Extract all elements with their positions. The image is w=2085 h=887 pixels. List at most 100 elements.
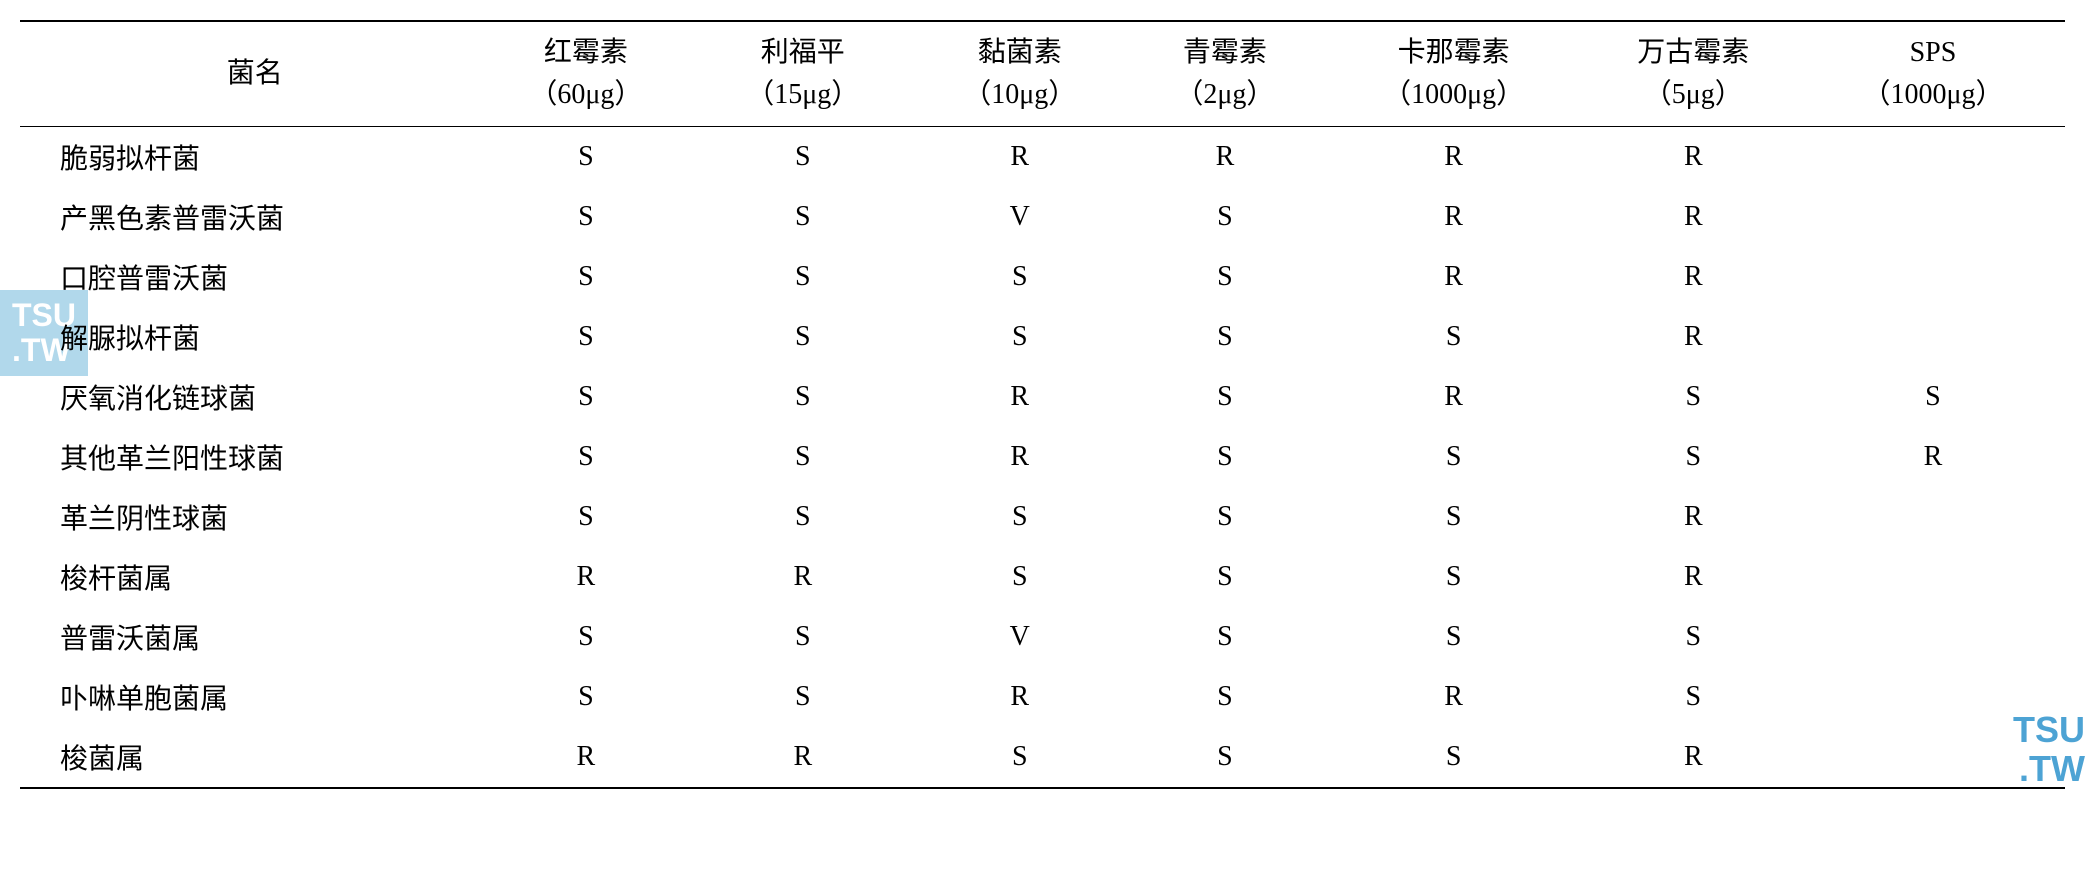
sensitivity-value-cell: S	[1128, 187, 1321, 247]
sensitivity-value-cell: R	[911, 127, 1128, 188]
sensitivity-value-cell: S	[1128, 367, 1321, 427]
sensitivity-value-cell: S	[1586, 667, 1801, 727]
sensitivity-value-cell: S	[1322, 427, 1586, 487]
table-row: 卟啉单胞菌属SSRSRS	[20, 667, 2065, 727]
sensitivity-value-cell: R	[477, 727, 694, 788]
bacteria-name-cell: 产黑色素普雷沃菌	[20, 187, 477, 247]
sensitivity-value-cell: S	[1128, 427, 1321, 487]
header-sub-6: （5μg）	[1594, 74, 1793, 116]
sensitivity-value-cell	[1801, 607, 2065, 667]
table-row: 梭菌属RRSSSR	[20, 727, 2065, 788]
column-header-colistin: 黏菌素 （10μg）	[911, 21, 1128, 127]
sensitivity-value-cell: R	[1586, 307, 1801, 367]
sensitivity-value-cell	[1801, 547, 2065, 607]
sensitivity-value-cell: R	[694, 727, 911, 788]
bacteria-name-cell: 口腔普雷沃菌	[20, 247, 477, 307]
bacteria-name-cell: 梭菌属	[20, 727, 477, 788]
sensitivity-value-cell: R	[1586, 487, 1801, 547]
bacteria-name-cell: 卟啉单胞菌属	[20, 667, 477, 727]
sensitivity-value-cell	[1801, 307, 2065, 367]
sensitivity-value-cell: S	[477, 367, 694, 427]
header-sub-2: （15μg）	[702, 74, 903, 116]
sensitivity-value-cell: S	[1322, 727, 1586, 788]
sensitivity-value-cell: S	[477, 247, 694, 307]
header-sub-1: （60μg）	[485, 74, 686, 116]
sensitivity-value-cell: S	[1322, 547, 1586, 607]
sensitivity-value-cell: R	[1322, 187, 1586, 247]
sensitivity-value-cell: R	[1322, 367, 1586, 427]
sensitivity-value-cell	[1801, 487, 2065, 547]
table-row: 口腔普雷沃菌SSSSRR	[20, 247, 2065, 307]
sensitivity-value-cell	[1801, 187, 2065, 247]
sensitivity-value-cell: V	[911, 187, 1128, 247]
column-header-rifampin: 利福平 （15μg）	[694, 21, 911, 127]
bacteria-name-cell: 梭杆菌属	[20, 547, 477, 607]
sensitivity-value-cell: R	[1801, 427, 2065, 487]
sensitivity-value-cell: S	[1128, 487, 1321, 547]
sensitivity-value-cell: S	[1586, 607, 1801, 667]
bacteria-name-cell: 其他革兰阳性球菌	[20, 427, 477, 487]
bacteria-name-cell: 解脲拟杆菌	[20, 307, 477, 367]
sensitivity-value-cell: S	[694, 367, 911, 427]
sensitivity-value-cell: S	[694, 607, 911, 667]
sensitivity-value-cell: R	[1586, 727, 1801, 788]
sensitivity-value-cell: R	[1322, 127, 1586, 188]
sensitivity-value-cell: S	[694, 427, 911, 487]
header-sub-4: （2μg）	[1136, 74, 1313, 116]
sensitivity-value-cell	[1801, 127, 2065, 188]
sensitivity-value-cell: S	[1128, 247, 1321, 307]
sensitivity-value-cell: S	[1128, 607, 1321, 667]
sensitivity-value-cell: S	[477, 487, 694, 547]
sensitivity-value-cell: R	[1322, 667, 1586, 727]
sensitivity-value-cell: S	[911, 727, 1128, 788]
column-header-penicillin: 青霉素 （2μg）	[1128, 21, 1321, 127]
table-row: 革兰阴性球菌SSSSSR	[20, 487, 2065, 547]
sensitivity-value-cell: R	[694, 547, 911, 607]
sensitivity-value-cell: S	[694, 667, 911, 727]
antibiotic-sensitivity-table: 菌名 红霉素 （60μg） 利福平 （15μg） 黏菌素 （10μg） 青霉素 …	[20, 20, 2065, 789]
sensitivity-value-cell: S	[1128, 667, 1321, 727]
table-row: 产黑色素普雷沃菌SSVSRR	[20, 187, 2065, 247]
sensitivity-value-cell: S	[1586, 427, 1801, 487]
header-main-7: SPS	[1809, 32, 2057, 74]
column-header-vancomycin: 万古霉素 （5μg）	[1586, 21, 1801, 127]
sensitivity-value-cell: R	[1586, 547, 1801, 607]
header-main-2: 利福平	[702, 32, 903, 74]
table-row: 脆弱拟杆菌SSRRRR	[20, 127, 2065, 188]
sensitivity-value-cell: S	[477, 607, 694, 667]
table-row: 梭杆菌属RRSSSR	[20, 547, 2065, 607]
sensitivity-value-cell: S	[694, 187, 911, 247]
column-header-name: 菌名	[20, 21, 477, 127]
watermark-right-line1: TSU	[2013, 709, 2085, 750]
sensitivity-value-cell: S	[477, 127, 694, 188]
sensitivity-value-cell: S	[911, 247, 1128, 307]
sensitivity-value-cell: S	[694, 487, 911, 547]
header-main-3: 黏菌素	[919, 32, 1120, 74]
table-row: 厌氧消化链球菌SSRSRSS	[20, 367, 2065, 427]
sensitivity-value-cell: S	[1322, 307, 1586, 367]
sensitivity-value-cell: S	[1128, 727, 1321, 788]
sensitivity-value-cell: S	[911, 307, 1128, 367]
column-header-erythromycin: 红霉素 （60μg）	[477, 21, 694, 127]
sensitivity-value-cell: R	[1128, 127, 1321, 188]
bacteria-name-cell: 革兰阴性球菌	[20, 487, 477, 547]
column-header-sps: SPS （1000μg）	[1801, 21, 2065, 127]
sensitivity-value-cell: S	[1801, 367, 2065, 427]
sensitivity-value-cell: S	[477, 427, 694, 487]
sensitivity-value-cell: R	[911, 367, 1128, 427]
table-row: 其他革兰阳性球菌SSRSSSR	[20, 427, 2065, 487]
sensitivity-value-cell: R	[477, 547, 694, 607]
sensitivity-value-cell: S	[694, 307, 911, 367]
sensitivity-value-cell: S	[1322, 487, 1586, 547]
sensitivity-value-cell: S	[477, 187, 694, 247]
sensitivity-value-cell: S	[1322, 607, 1586, 667]
bacteria-name-cell: 普雷沃菌属	[20, 607, 477, 667]
sensitivity-value-cell: R	[1322, 247, 1586, 307]
sensitivity-value-cell: R	[911, 427, 1128, 487]
sensitivity-value-cell: S	[694, 127, 911, 188]
sensitivity-value-cell: S	[911, 547, 1128, 607]
watermark-right: TSU .TW	[2013, 710, 2085, 789]
header-main-1: 红霉素	[485, 32, 686, 74]
sensitivity-value-cell: S	[911, 487, 1128, 547]
header-sub-7: （1000μg）	[1809, 74, 2057, 116]
